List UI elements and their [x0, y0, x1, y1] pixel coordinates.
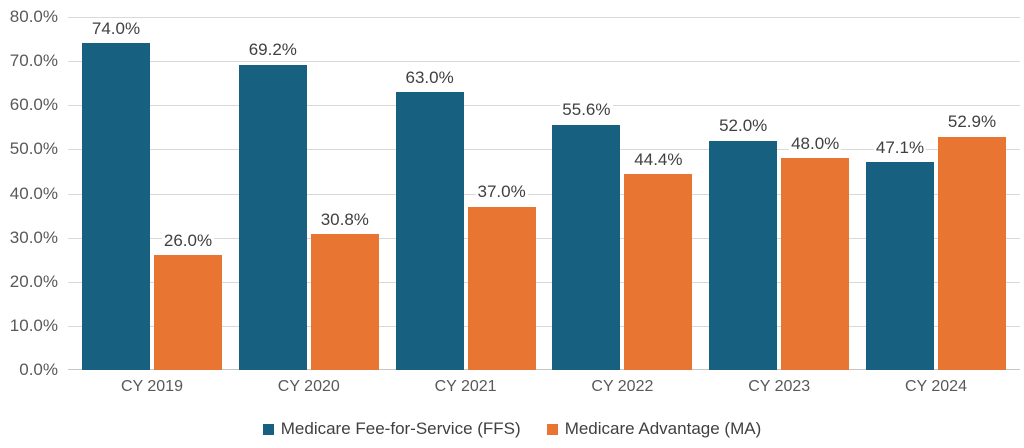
- gridline: [68, 237, 1020, 239]
- bar-value-label: 52.9%: [945, 112, 999, 133]
- bar-value-label: 44.4%: [632, 149, 685, 171]
- gridline: [68, 105, 1020, 107]
- legend-marker-icon: [262, 423, 274, 435]
- bar-value-label: 48.0%: [789, 133, 842, 155]
- legend-label: Medicare Fee-for-Service (FFS): [280, 419, 521, 438]
- bar-value-label: 69.2%: [246, 40, 299, 61]
- category-group: 55.6% 44.4% CY 2022: [552, 17, 693, 395]
- category-group: 47.1% 52.9% CY 2024: [865, 17, 1006, 395]
- bar-value-label: 26.0%: [161, 230, 215, 252]
- gridline: [68, 61, 1020, 63]
- category-group: 69.2% 30.8% CY 2020: [238, 17, 379, 395]
- legend-marker-icon: [546, 423, 558, 435]
- bar-value-label: 52.0%: [717, 116, 770, 137]
- y-tick-label: 80.0%: [9, 7, 58, 26]
- gridline: [68, 281, 1020, 283]
- ma-bar: 37.0%: [467, 182, 536, 370]
- ma-bar: 26.0%: [154, 230, 222, 370]
- plot-area: 74.0% 26.0% CY 2019 69.2% 30.8% CY 2020 63.0% 3…: [68, 17, 1020, 395]
- x-axis-label: CY 2022: [591, 378, 654, 395]
- y-tick-label: 10.0%: [9, 315, 58, 335]
- x-axis-label: CY 2020: [277, 378, 340, 395]
- gridline: [68, 17, 1020, 18]
- ffs-bar: 47.1%: [865, 137, 934, 370]
- bar-groups: 74.0% 26.0% CY 2019 69.2% 30.8% CY 2020 63.0% 3…: [68, 17, 1020, 395]
- y-tick-label: 50.0%: [9, 139, 58, 159]
- y-tick-label: 20.0%: [9, 271, 58, 291]
- x-axis-label: CY 2019: [121, 378, 183, 395]
- ffs-bar: 55.6%: [552, 100, 621, 370]
- gridline: [68, 149, 1020, 151]
- ma-bar: 48.0%: [781, 133, 850, 370]
- legend-item-ffs: Medicare Fee-for-Service (FFS): [262, 419, 521, 439]
- y-tick-label: 0.0%: [19, 360, 58, 379]
- x-axis-label: CY 2024: [904, 378, 967, 395]
- legend-item-ma: Medicare Advantage (MA): [546, 419, 762, 439]
- bar-value-label: 47.1%: [873, 137, 927, 159]
- bar-value-label: 63.0%: [403, 67, 456, 89]
- ma-bar: 30.8%: [310, 209, 379, 370]
- legend-label: Medicare Advantage (MA): [564, 419, 762, 438]
- y-tick-label: 40.0%: [9, 183, 58, 203]
- y-tick-label: 60.0%: [9, 95, 58, 115]
- category-group: 52.0% 48.0% CY 2023: [709, 17, 850, 395]
- bar-value-label: 74.0%: [89, 19, 143, 40]
- ffs-bar: 63.0%: [395, 67, 464, 370]
- ffs-bar: 74.0%: [82, 19, 150, 370]
- ffs-bar: 69.2%: [238, 40, 307, 370]
- x-axis-label: CY 2023: [748, 378, 811, 395]
- category-group: 74.0% 26.0% CY 2019: [82, 17, 222, 395]
- ma-bar: 52.9%: [937, 112, 1006, 370]
- ma-bar: 44.4%: [624, 149, 693, 370]
- gridline: [68, 325, 1020, 327]
- x-axis-label: CY 2021: [434, 378, 497, 395]
- bar-value-label: 55.6%: [560, 100, 613, 121]
- bar-value-label: 37.0%: [475, 182, 528, 203]
- category-group: 63.0% 37.0% CY 2021: [395, 17, 536, 395]
- y-axis: 80.0% 70.0% 60.0% 50.0% 40.0% 30.0% 20.0% 10.0%…: [0, 7, 60, 379]
- y-tick-label: 30.0%: [9, 227, 58, 247]
- bar-value-label: 30.8%: [318, 209, 371, 231]
- legend: Medicare Fee-for-Service (FFS) Medicare A…: [0, 419, 1024, 439]
- gridline: [68, 193, 1020, 195]
- x-axis-line: [68, 369, 1020, 370]
- y-tick-label: 70.0%: [9, 51, 58, 71]
- ffs-bar: 52.0%: [709, 116, 778, 370]
